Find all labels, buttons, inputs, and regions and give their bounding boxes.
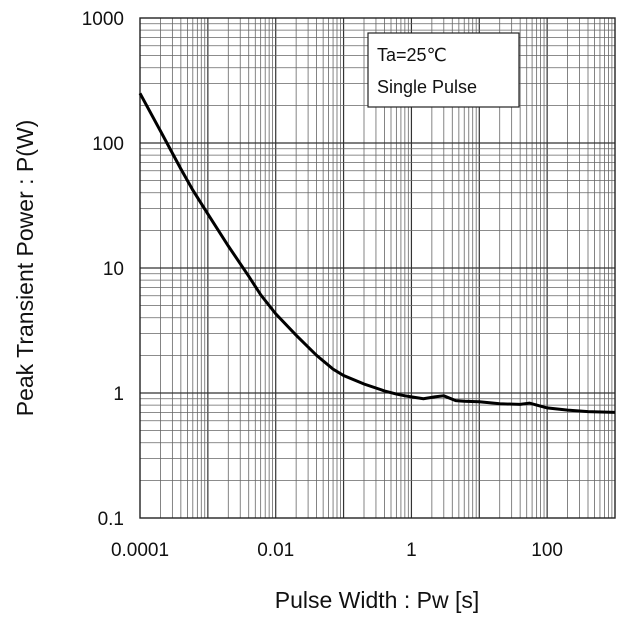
y-tick-label: 0.1 (98, 509, 124, 530)
conditions-box: Ta=25℃ Single Pulse (367, 32, 520, 108)
x-tick-label: 0.01 (257, 540, 294, 561)
x-tick-label: 1 (406, 540, 417, 561)
x-tick-labels: 0.0001 0.01 1 100 (111, 540, 563, 561)
y-tick-label: 1 (113, 384, 124, 405)
x-tick-label: 100 (531, 540, 563, 561)
y-tick-label: 100 (92, 134, 124, 155)
plot-frame (139, 17, 616, 519)
y-tick-label: 10 (103, 259, 124, 280)
y-tick-labels: 0.1 1 10 100 1000 (82, 9, 124, 530)
y-tick-label: 1000 (82, 9, 124, 30)
series-line (138, 92, 616, 414)
annotation-pulse-type: Single Pulse (377, 77, 477, 97)
y-axis-title: Peak Transient Power : P(W) (12, 120, 38, 417)
grid (140, 18, 615, 518)
annotation-temperature: Ta=25℃ (377, 45, 447, 65)
x-tick-label: 0.0001 (111, 540, 169, 561)
x-axis-title: Pulse Width : Pw [s] (275, 587, 480, 613)
